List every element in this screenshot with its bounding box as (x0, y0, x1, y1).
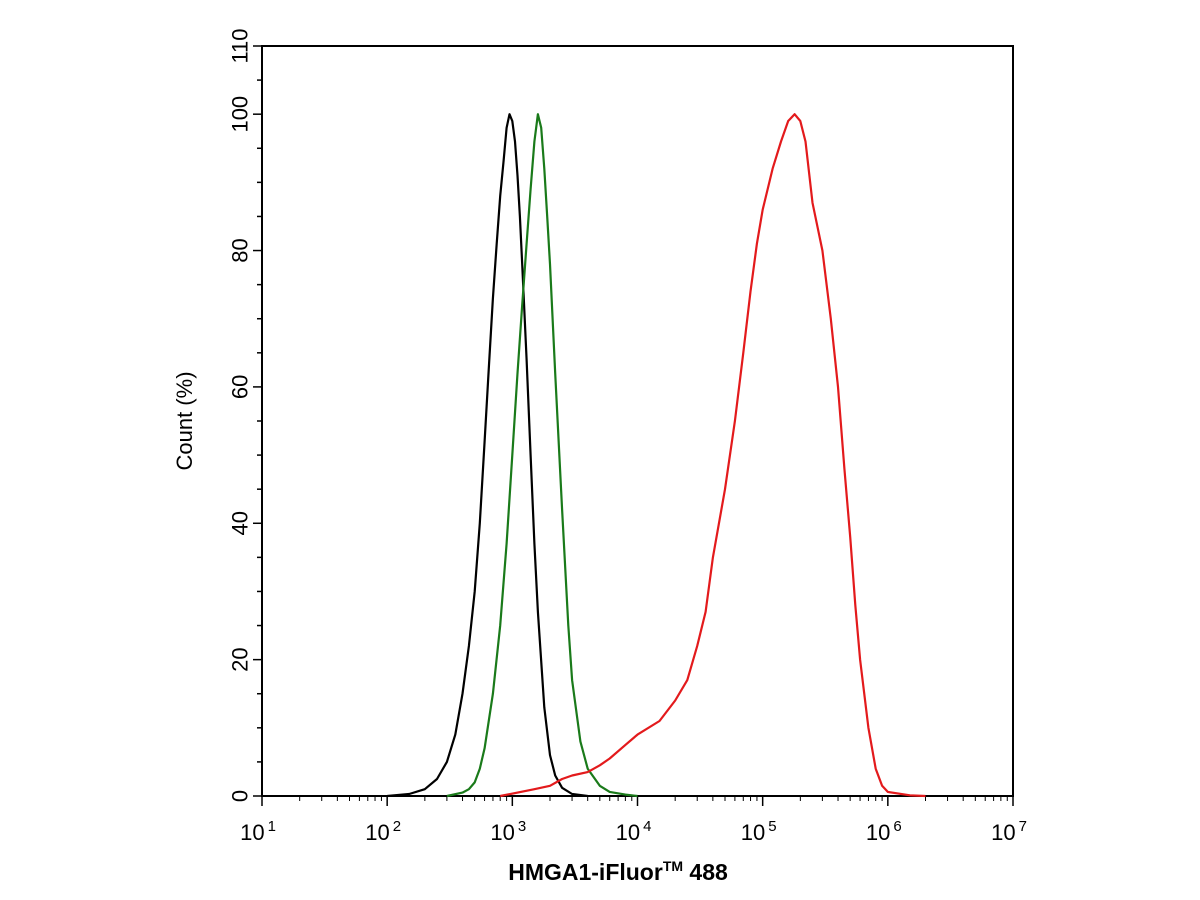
x-tick-base: 10 (616, 820, 640, 845)
x-tick-base: 10 (490, 820, 514, 845)
x-tick-exponent: 6 (893, 818, 901, 835)
series-line-2 (446, 113, 638, 798)
x-tick-base: 10 (866, 820, 890, 845)
x-tick-label: 10 4 (616, 818, 652, 845)
x-tick-exponent: 5 (768, 818, 776, 835)
x-tick-label: 10 5 (741, 818, 777, 845)
series-layer (387, 113, 926, 798)
x-axis-title-superscript: TM (663, 858, 683, 874)
y-tick-label: 40 (228, 511, 253, 535)
x-tick-exponent: 7 (1019, 818, 1027, 835)
x-tick-label: 10 1 (240, 818, 276, 845)
y-tick-label: 20 (228, 647, 253, 671)
x-tick-exponent: 3 (518, 818, 526, 835)
x-tick-base: 10 (240, 820, 264, 845)
y-tick-label: 110 (228, 28, 253, 63)
series-line-3 (499, 113, 926, 798)
x-tick-exponent: 4 (643, 818, 651, 835)
plot-frame (261, 45, 1014, 797)
y-axis: 0 20 40 60 80 100 110 (228, 28, 262, 802)
x-tick-label: 10 7 (991, 818, 1027, 845)
y-tick-label: 0 (228, 790, 253, 802)
x-tick-label: 10 6 (866, 818, 902, 845)
x-axis-title-suffix: 488 (683, 859, 728, 885)
x-axis: 10 1 10 2 10 3 10 4 10 5 10 6 10 7 (240, 796, 1027, 845)
y-tick-label: 100 (228, 96, 253, 133)
x-tick-exponent: 2 (393, 818, 401, 835)
x-tick-exponent: 1 (268, 818, 276, 835)
y-tick-label: 80 (228, 238, 253, 262)
x-tick-label: 10 3 (490, 818, 526, 845)
y-axis-title: Count (%) (172, 371, 197, 470)
x-axis-title: HMGA1-iFluorTM 488 (508, 858, 728, 885)
x-tick-base: 10 (741, 820, 765, 845)
x-axis-title-main: HMGA1-iFluor (508, 859, 663, 885)
x-tick-label: 10 2 (365, 818, 401, 845)
series-line-1 (387, 113, 588, 798)
y-tick-label: 60 (228, 375, 253, 399)
x-tick-base: 10 (365, 820, 389, 845)
x-tick-base: 10 (991, 820, 1015, 845)
